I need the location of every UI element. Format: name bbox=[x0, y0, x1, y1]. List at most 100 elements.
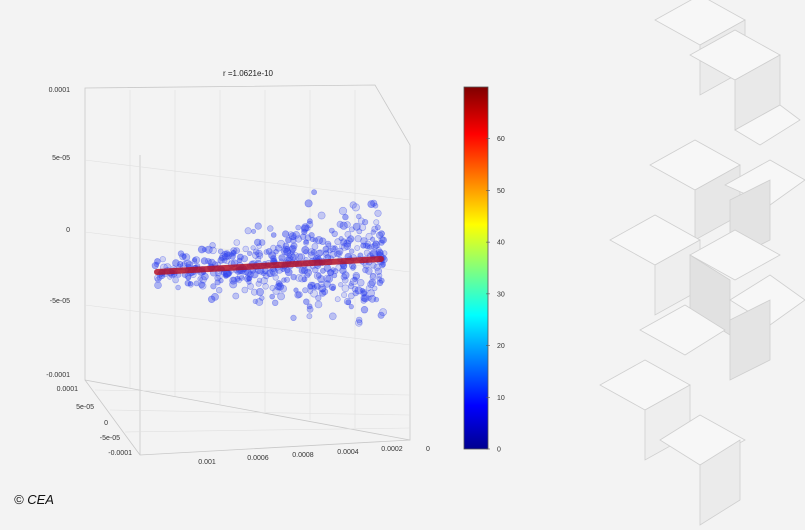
x-tick-label: 0.0008 bbox=[292, 452, 314, 459]
y-tick-label: 5e-05 bbox=[52, 155, 70, 162]
scatter-point bbox=[236, 277, 242, 284]
scatter-point bbox=[210, 283, 217, 290]
regression-line bbox=[154, 256, 384, 275]
copyright-credit: © CEA bbox=[14, 492, 54, 507]
scatter-point bbox=[265, 248, 273, 255]
scatter-point bbox=[339, 221, 348, 230]
scatter-point bbox=[364, 243, 371, 250]
scatter-point bbox=[352, 276, 358, 282]
scatter-point bbox=[324, 240, 332, 248]
scatter-point bbox=[229, 280, 238, 289]
scatter-point bbox=[308, 232, 315, 239]
scatter-point bbox=[380, 261, 387, 268]
scatter-point bbox=[304, 234, 312, 241]
scatter-point bbox=[260, 277, 268, 285]
scatter-point bbox=[348, 226, 355, 233]
colorbar-tick-label: 50 bbox=[497, 188, 505, 195]
scatter-point bbox=[199, 276, 207, 284]
scatter-point bbox=[184, 280, 192, 287]
scatter-point bbox=[277, 281, 284, 288]
scatter-point bbox=[282, 230, 290, 238]
colorbar-tick-label: 10 bbox=[497, 395, 505, 402]
scatter-point bbox=[372, 240, 381, 249]
scatter-point bbox=[361, 288, 368, 295]
depth-tick-label: 0 bbox=[104, 420, 108, 427]
scatter-point bbox=[247, 271, 254, 278]
scatter-point bbox=[236, 257, 243, 264]
scatter-point bbox=[372, 202, 379, 209]
scatter-point bbox=[365, 285, 372, 291]
x-tick-label: 0.0006 bbox=[247, 455, 269, 462]
scatter-point bbox=[318, 281, 325, 288]
scatter-point bbox=[352, 222, 361, 231]
scatter-point bbox=[360, 237, 368, 245]
scatter-point bbox=[233, 239, 241, 246]
scatter-point bbox=[332, 245, 338, 251]
scatter-point bbox=[255, 298, 264, 306]
scatter-point bbox=[283, 276, 290, 283]
scatter-point bbox=[282, 245, 290, 253]
scatter-point bbox=[351, 285, 359, 293]
scatter-point bbox=[374, 267, 383, 275]
scatter-point bbox=[300, 266, 309, 275]
scatter-point bbox=[266, 268, 275, 277]
scatter-point bbox=[377, 311, 385, 319]
scatter-point bbox=[370, 229, 376, 235]
scatter-point bbox=[154, 274, 161, 282]
scatter-point bbox=[365, 267, 373, 275]
scatter-point bbox=[341, 263, 348, 270]
scatter-point bbox=[340, 273, 348, 281]
scatter-point bbox=[376, 272, 383, 279]
scatter-point bbox=[376, 279, 384, 287]
scatter-point bbox=[369, 272, 376, 279]
scatter-point bbox=[339, 243, 345, 250]
scatter-point bbox=[352, 290, 359, 297]
scatter-point bbox=[341, 291, 348, 298]
scatter-point bbox=[221, 258, 228, 264]
scatter-point bbox=[272, 299, 279, 306]
scatter-point bbox=[255, 287, 264, 296]
scatter-point bbox=[338, 206, 348, 216]
scatter-point bbox=[270, 268, 279, 277]
scatter-point bbox=[229, 276, 238, 285]
scatter-point bbox=[367, 280, 375, 289]
grid-lines bbox=[84, 90, 411, 433]
scatter-point bbox=[192, 257, 198, 263]
scatter-point bbox=[309, 236, 316, 243]
scatter-point bbox=[246, 275, 252, 282]
scatter-point bbox=[354, 245, 361, 251]
scatter-point bbox=[300, 224, 309, 233]
scatter-point bbox=[306, 313, 313, 320]
scatter-point bbox=[335, 250, 343, 257]
scatter-point bbox=[362, 219, 369, 226]
scatter-point bbox=[379, 308, 387, 316]
colorbar: 0 10 20 30 40 50 60 bbox=[463, 86, 505, 454]
scatter-point bbox=[270, 255, 277, 262]
scatter-point bbox=[199, 282, 207, 290]
scatter-point bbox=[200, 257, 208, 265]
scatter-point bbox=[222, 253, 230, 261]
scatter-point bbox=[378, 230, 385, 237]
scatter-point bbox=[209, 246, 217, 255]
scatter-point bbox=[167, 274, 173, 280]
scatter-point bbox=[348, 281, 354, 287]
scatter-point bbox=[322, 251, 330, 258]
scatter-point bbox=[352, 272, 360, 280]
scatter-point bbox=[371, 225, 379, 233]
scatter-point bbox=[290, 273, 297, 281]
scatter-point bbox=[328, 227, 335, 234]
scatter-point bbox=[284, 268, 293, 277]
scatter-point bbox=[343, 297, 352, 306]
scatter-point bbox=[344, 221, 351, 228]
scatter-point bbox=[368, 278, 377, 287]
scatter-point bbox=[208, 295, 216, 303]
scatter-point bbox=[303, 298, 310, 305]
scatter-point bbox=[279, 284, 288, 293]
scatter-point bbox=[261, 270, 267, 277]
scatter-point bbox=[272, 274, 279, 281]
scatter-point bbox=[198, 281, 206, 289]
scatter-point bbox=[288, 244, 297, 253]
scatter-point bbox=[258, 239, 266, 246]
scatter-point bbox=[360, 306, 369, 314]
scatter-point bbox=[373, 219, 380, 226]
